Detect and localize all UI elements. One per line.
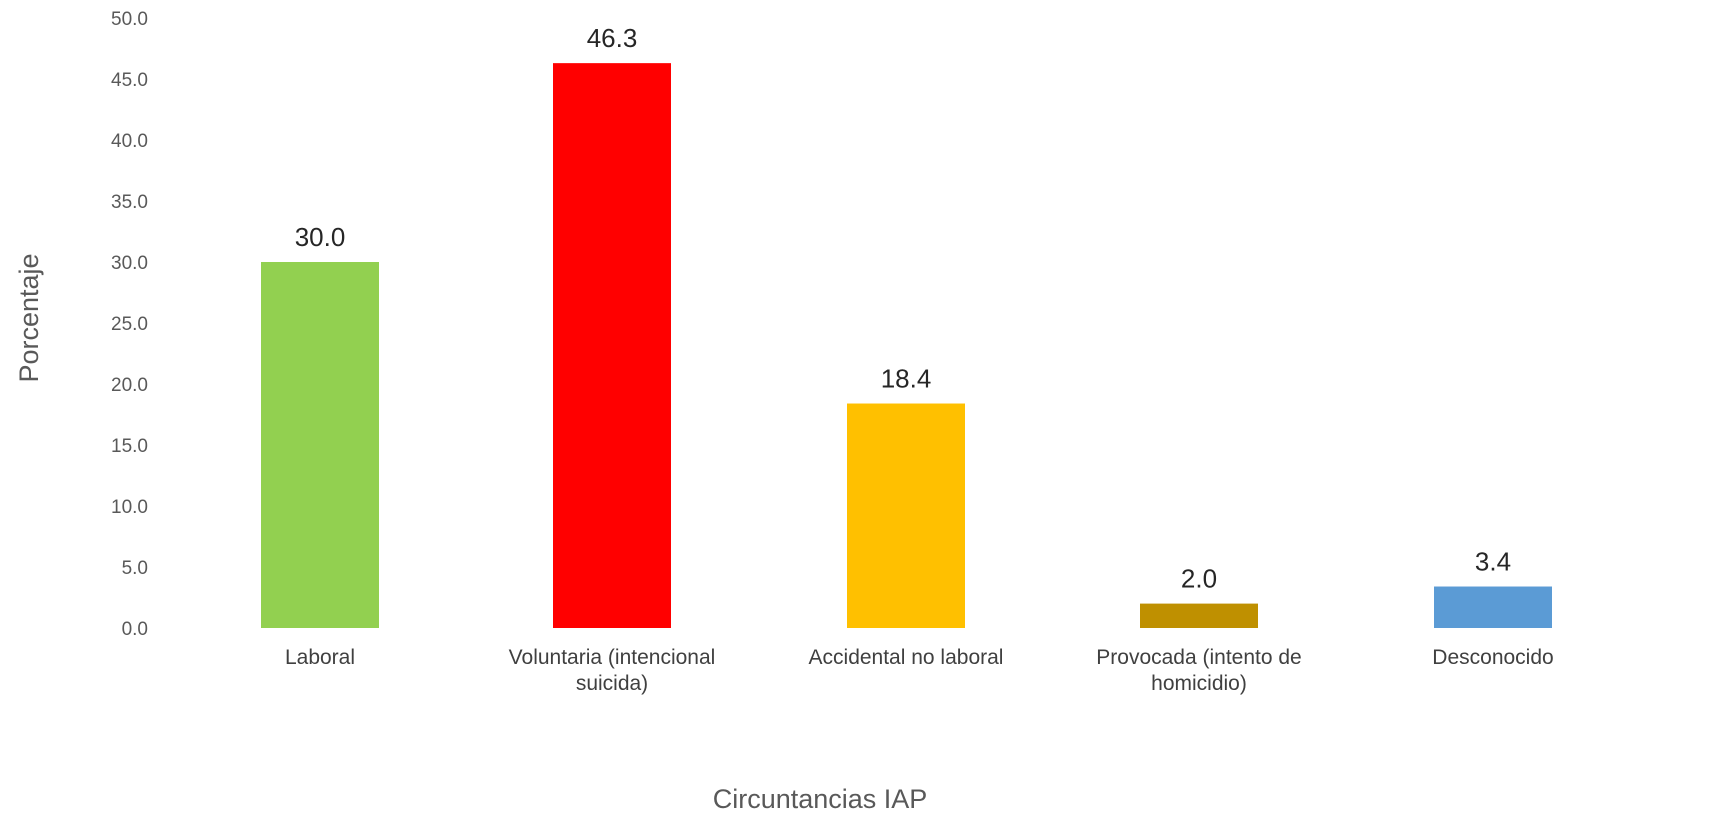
x-tick-label-line: Accidental no laboral [809, 646, 1004, 669]
y-tick-label: 40.0 [111, 131, 148, 152]
data-label: 2.0 [1181, 564, 1217, 594]
data-label: 3.4 [1475, 547, 1511, 577]
y-tick-label: 15.0 [111, 436, 148, 457]
x-tick-label-line: Laboral [285, 646, 355, 669]
bar [261, 262, 379, 628]
y-tick-label: 5.0 [122, 558, 148, 579]
y-tick-label: 35.0 [111, 192, 148, 213]
bar [847, 403, 965, 628]
bar [553, 63, 671, 628]
y-tick-label: 20.0 [111, 375, 148, 396]
data-label: 46.3 [587, 23, 638, 53]
x-tick-label: Voluntaria (intencional suicida) [509, 646, 716, 695]
y-tick-label: 10.0 [111, 497, 148, 518]
bars [261, 63, 1552, 628]
x-tick-label: Accidental no laboral [809, 646, 1004, 669]
y-tick-label: 30.0 [111, 253, 148, 274]
y-tick-label: 0.0 [122, 619, 148, 640]
data-labels: 30.0 46.3 18.4 2.0 3.4 [295, 23, 1511, 593]
bar [1434, 586, 1552, 628]
x-tick-label-line: homicidio) [1151, 672, 1247, 695]
y-axis-ticks: 0.0 5.0 10.0 15.0 20.0 25.0 30.0 35.0 40.0 45.0 50… [111, 9, 148, 640]
x-tick-label-line: Provocada (intento de [1096, 646, 1301, 669]
x-tick-label-line: Voluntaria (intencional [509, 646, 716, 669]
x-tick-label-line: suicida) [576, 672, 648, 695]
bar [1140, 603, 1258, 628]
data-label: 30.0 [295, 222, 346, 252]
x-tick-label: Laboral [285, 646, 355, 669]
data-label: 18.4 [881, 364, 932, 394]
x-tick-label: Desconocido [1432, 646, 1553, 669]
x-axis-category-labels: Laboral Voluntaria (intencional suicida) Ac… [285, 646, 1554, 695]
x-tick-label: Provocada (intento de homicidio) [1096, 646, 1301, 695]
y-tick-label: 45.0 [111, 70, 148, 91]
y-tick-label: 50.0 [111, 9, 148, 30]
y-tick-label: 25.0 [111, 314, 148, 335]
x-tick-label-line: Desconocido [1432, 646, 1553, 669]
x-axis-title: Circuntancias IAP [713, 784, 928, 814]
y-axis-title: Porcentaje [14, 253, 44, 382]
